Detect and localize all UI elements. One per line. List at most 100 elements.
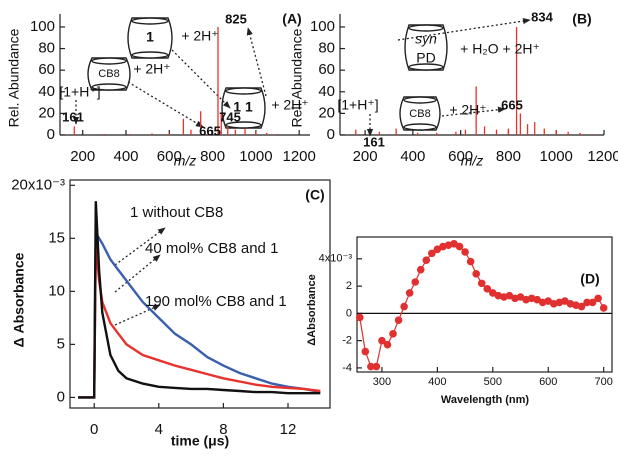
cage-icon [399,96,441,131]
data-point [466,257,475,266]
y-tick-label: 40 [38,83,55,100]
annotation: [1+H⁺] [337,97,378,113]
annotation: PD [416,50,435,66]
plot-frame [69,179,331,409]
x-tick-label: 8 [219,421,227,438]
x-axis-label: time (μs) [171,433,229,449]
y-tick-label: 20 [318,104,335,121]
data-point [355,313,364,322]
data-point [422,256,431,264]
x-tick-label: 0 [90,421,98,438]
data-point [394,316,403,324]
peak-label: 834 [531,9,553,24]
annotation: + 2H⁺ [133,61,170,77]
series-line [78,201,321,399]
data-point [378,336,386,345]
x-tick-label: 600 [448,148,473,165]
annotation: syn [415,31,437,47]
data-point [583,298,591,307]
plot-frame [356,236,613,373]
y-tick-label: 2 [346,280,352,292]
y-tick-label: 100 [310,18,335,35]
series-line [78,228,321,399]
data-point [383,340,392,349]
arrow [246,27,267,97]
x-tick-label: 4 [155,421,163,438]
data-point [472,270,480,278]
arrow [114,254,161,293]
peak-label: 665 [501,97,523,112]
series-label: 40 mol% CB8 and 1 [145,240,278,257]
data-point [367,362,375,371]
data-point [405,289,414,297]
y-axis-label: Rel. Abundance [289,28,305,127]
series-label: 190 mol% CB8 and 1 [145,293,287,310]
y-tick-label: 15 [48,229,65,246]
y-tick-label: -4 [342,362,352,374]
x-tick-label: 600 [539,376,557,388]
x-tick-label: 1000 [239,148,272,165]
arrow [127,81,204,128]
y-tick-label: 0 [327,126,335,143]
peak-label: 161 [62,109,84,124]
y-tick-label: 80 [318,40,335,57]
x-axis-label: m/z [174,153,197,169]
data-point [461,248,469,256]
peak-label: 825 [225,11,247,26]
x-tick-label: 1200 [282,148,315,165]
data-point [416,265,425,274]
cage-icon [127,17,173,59]
annotation: (B) [572,11,591,27]
cage-rim [225,121,262,129]
y-tick-label: -2 [342,335,352,347]
x-axis-label: m/z [461,153,484,169]
data-point [577,302,586,311]
y-tick-label: 60 [38,61,55,78]
peak-label: 665 [199,123,221,138]
y-tick-label: 0 [57,388,65,405]
data-point [361,347,370,356]
y-tick-label: 40 [318,83,335,100]
y-tick-label: 60 [318,61,335,78]
x-tick-label: 300 [373,376,391,388]
y-tick-label: 20 [38,104,55,121]
data-point [372,362,381,371]
y-axis-label: Δ Absorbance [11,252,27,347]
data-point [411,278,420,286]
annotation: [1+H⁺] [59,84,100,100]
cage-rim [131,51,169,59]
data-point [389,330,397,338]
data-point [455,242,464,251]
arrow [171,49,231,109]
y-tick-label: 0 [47,126,55,143]
y-tick-label: 0 [346,307,352,319]
cage-rim [408,24,444,32]
peak-label: 161 [363,134,385,149]
x-tick-label: 600 [157,148,182,165]
annotation: 1 1 [233,99,253,115]
data-point [400,302,408,311]
annotation: + 2H⁺ [181,28,218,44]
peak-label: 745 [219,109,241,124]
y-axis-label: ΔAbsorbance [306,274,318,345]
y-tick-label: 100 [30,18,55,35]
cage-rim [91,83,127,91]
x-tick-label: 200 [353,148,378,165]
annotation: (C) [305,187,324,203]
x-tick-label: 1000 [540,148,573,165]
arrow [441,106,506,117]
data-point [594,294,602,303]
annotation: CB8 [409,108,430,120]
x-tick-label: 400 [114,148,139,165]
annotation: CB8 [98,68,119,80]
arrow [114,227,166,266]
y-tick-label: 4x10⁻³ [319,253,353,265]
data-point [428,249,436,258]
annotation: (D) [580,271,599,287]
arrow [114,304,161,326]
annotation: + 2H⁺ [449,102,486,118]
x-tick-label: 800 [200,148,225,165]
annotation: + H₂O + 2H⁺ [460,41,540,57]
data-point [477,279,486,288]
